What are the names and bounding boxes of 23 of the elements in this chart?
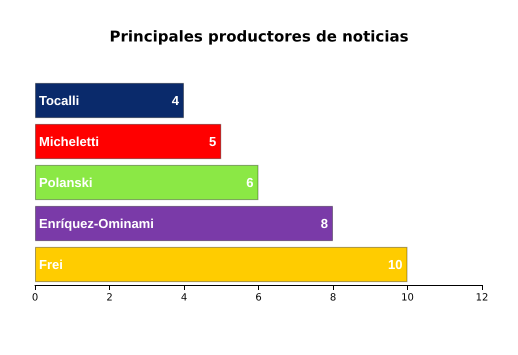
x-tick-label: 12 [476,292,488,304]
data-label: 10 [388,257,402,272]
data-label: 6 [246,175,254,190]
bar [35,164,258,200]
y-tick-label: Polanski [39,175,92,190]
x-tick-label: 0 [32,292,38,304]
bar [35,206,333,242]
x-tick-label: 6 [255,292,262,304]
x-tick-label: 2 [106,292,113,304]
y-tick-label: Micheletti [39,134,99,149]
x-tick-label: 8 [330,292,336,304]
data-label: 4 [172,93,180,108]
x-tick-label: 10 [401,292,414,304]
y-tick-label: Enríquez-Ominami [39,216,154,231]
bar [35,82,184,118]
y-tick-label: Tocalli [39,93,80,108]
data-label: 5 [209,134,216,149]
bar [35,246,408,282]
data-label: 8 [320,216,328,231]
bar [35,124,222,160]
chart-title: Principales productores de noticias [109,28,409,46]
x-tick-label: 4 [180,292,188,304]
y-tick-label: Frei [39,257,63,272]
